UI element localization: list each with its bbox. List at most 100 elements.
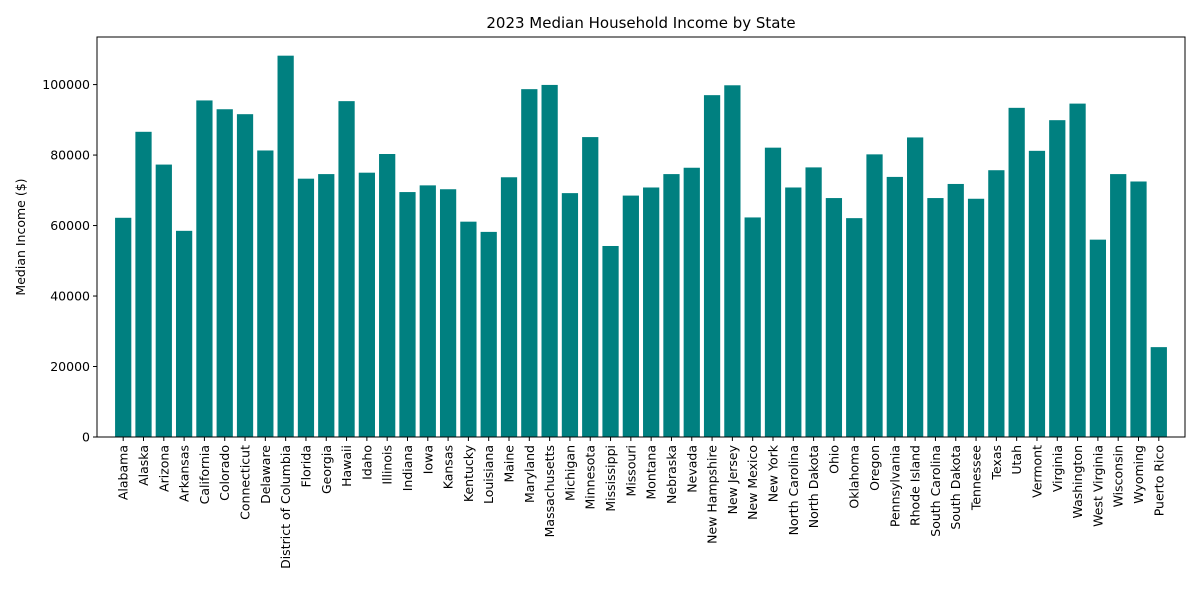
- x-tick-label: North Carolina: [786, 445, 801, 535]
- bar-texas: [988, 170, 1005, 437]
- x-tick-label: Arizona: [156, 445, 171, 492]
- bar-vermont: [1028, 150, 1046, 438]
- x-tick-label: Rhode Island: [908, 445, 923, 526]
- bar-minnesota: [582, 137, 599, 437]
- x-tick-label: Massachusetts: [542, 445, 557, 537]
- bar-new-hampshire: [703, 95, 721, 437]
- bar-illinois: [379, 154, 396, 438]
- bar-new-york: [764, 147, 782, 437]
- x-tick-label: Florida: [298, 445, 313, 488]
- bar-alabama: [115, 217, 132, 437]
- x-tick-label: Utah: [1009, 445, 1024, 475]
- bar-georgia: [318, 174, 335, 437]
- bar-michigan: [561, 193, 579, 437]
- y-tick-label: 40000: [50, 289, 90, 304]
- bar-oklahoma: [846, 218, 863, 437]
- bar-arkansas: [175, 230, 193, 437]
- x-tick-label: Delaware: [258, 445, 273, 504]
- x-tick-label: South Carolina: [928, 445, 943, 537]
- x-tick-label: Connecticut: [238, 445, 253, 520]
- x-tick-label: Iowa: [420, 445, 435, 474]
- bar-north-dakota: [805, 167, 822, 437]
- x-tick-label: Wyoming: [1131, 445, 1146, 504]
- y-tick-label: 60000: [50, 218, 90, 233]
- bar-idaho: [358, 172, 375, 438]
- x-tick-label: Louisiana: [481, 445, 496, 504]
- bar-new-mexico: [744, 217, 761, 437]
- bar-puerto-rico: [1150, 347, 1167, 437]
- bar-montana: [643, 187, 660, 437]
- y-tick-label: 20000: [50, 359, 90, 374]
- bar-maine: [500, 177, 518, 437]
- x-tick-label: Tennessee: [969, 445, 984, 511]
- y-axis-title: Median Income ($): [13, 178, 28, 295]
- chart-title: 2023 Median Household Income by State: [486, 14, 795, 32]
- x-tick-label: Oregon: [867, 445, 882, 491]
- x-tick-label: New York: [765, 444, 780, 502]
- bar-rhode-island: [907, 137, 924, 437]
- x-tick-label: Michigan: [562, 445, 577, 501]
- y-tick-label: 100000: [42, 77, 90, 92]
- x-tick-label: South Dakota: [948, 445, 963, 530]
- x-tick-label: Kentucky: [461, 444, 476, 502]
- x-axis: Alabama Alaska Arizona Arkansas California Co…: [116, 437, 1166, 569]
- x-tick-label: Oklahoma: [847, 445, 862, 509]
- bar-california: [196, 100, 213, 437]
- bar-delaware: [257, 150, 274, 438]
- x-tick-label: North Dakota: [806, 445, 821, 528]
- x-tick-label: Missouri: [623, 445, 638, 496]
- x-tick-label: Pennsylvania: [887, 445, 902, 527]
- x-tick-label: Ohio: [826, 445, 841, 474]
- bar-washington: [1069, 103, 1086, 437]
- x-tick-label: New Jersey: [725, 444, 740, 514]
- bar-pennsylvania: [886, 176, 903, 437]
- x-tick-label: Arkansas: [177, 445, 192, 502]
- x-tick-label: Virginia: [1050, 445, 1065, 492]
- x-tick-label: Wisconsin: [1111, 445, 1126, 507]
- bar-missouri: [622, 195, 639, 437]
- bar-massachusetts: [541, 84, 558, 438]
- bar-nebraska: [663, 174, 680, 437]
- bar-kansas: [439, 189, 457, 437]
- bar-nevada: [683, 167, 700, 437]
- x-tick-label: Georgia: [319, 445, 334, 494]
- x-tick-label: Hawaii: [339, 445, 354, 487]
- bar-utah: [1008, 107, 1025, 437]
- y-tick-label: 0: [82, 430, 90, 445]
- bar-district-of-columbia: [277, 55, 294, 438]
- bar-south-carolina: [927, 198, 944, 437]
- bar-indiana: [399, 192, 416, 437]
- bars-group: [115, 55, 1167, 438]
- x-tick-label: Texas: [989, 445, 1004, 481]
- x-tick-label: Nebraska: [664, 445, 679, 504]
- x-tick-label: Kansas: [441, 445, 456, 489]
- bar-maryland: [521, 89, 538, 437]
- y-axis: 0 20000 40000 60000 80000 100000: [42, 77, 97, 445]
- bar-kentucky: [460, 221, 477, 437]
- bar-new-jersey: [724, 85, 741, 438]
- plot-frame: [96, 36, 1186, 438]
- x-tick-label: Minnesota: [583, 445, 598, 510]
- x-tick-label: Nevada: [684, 445, 699, 493]
- bar-oregon: [866, 154, 883, 438]
- x-tick-label: California: [197, 445, 212, 504]
- bar-connecticut: [236, 114, 254, 438]
- x-tick-label: Vermont: [1029, 445, 1044, 498]
- x-tick-label: Montana: [644, 445, 659, 500]
- x-tick-label: Maryland: [522, 445, 537, 503]
- bar-alaska: [135, 131, 152, 437]
- x-tick-label: Illinois: [380, 445, 395, 485]
- bar-louisiana: [480, 231, 497, 437]
- x-tick-label: Alabama: [116, 445, 131, 500]
- x-tick-label: Puerto Rico: [1151, 445, 1166, 516]
- bar-hawaii: [338, 101, 355, 438]
- bar-colorado: [216, 109, 233, 437]
- x-tick-label: Idaho: [359, 445, 374, 480]
- bar-tennessee: [967, 198, 985, 437]
- bar-virginia: [1049, 120, 1066, 437]
- bar-arizona: [155, 164, 172, 437]
- x-tick-label: District of Columbia: [278, 445, 293, 569]
- x-tick-label: West Virginia: [1090, 445, 1105, 527]
- x-tick-label: Colorado: [217, 445, 232, 501]
